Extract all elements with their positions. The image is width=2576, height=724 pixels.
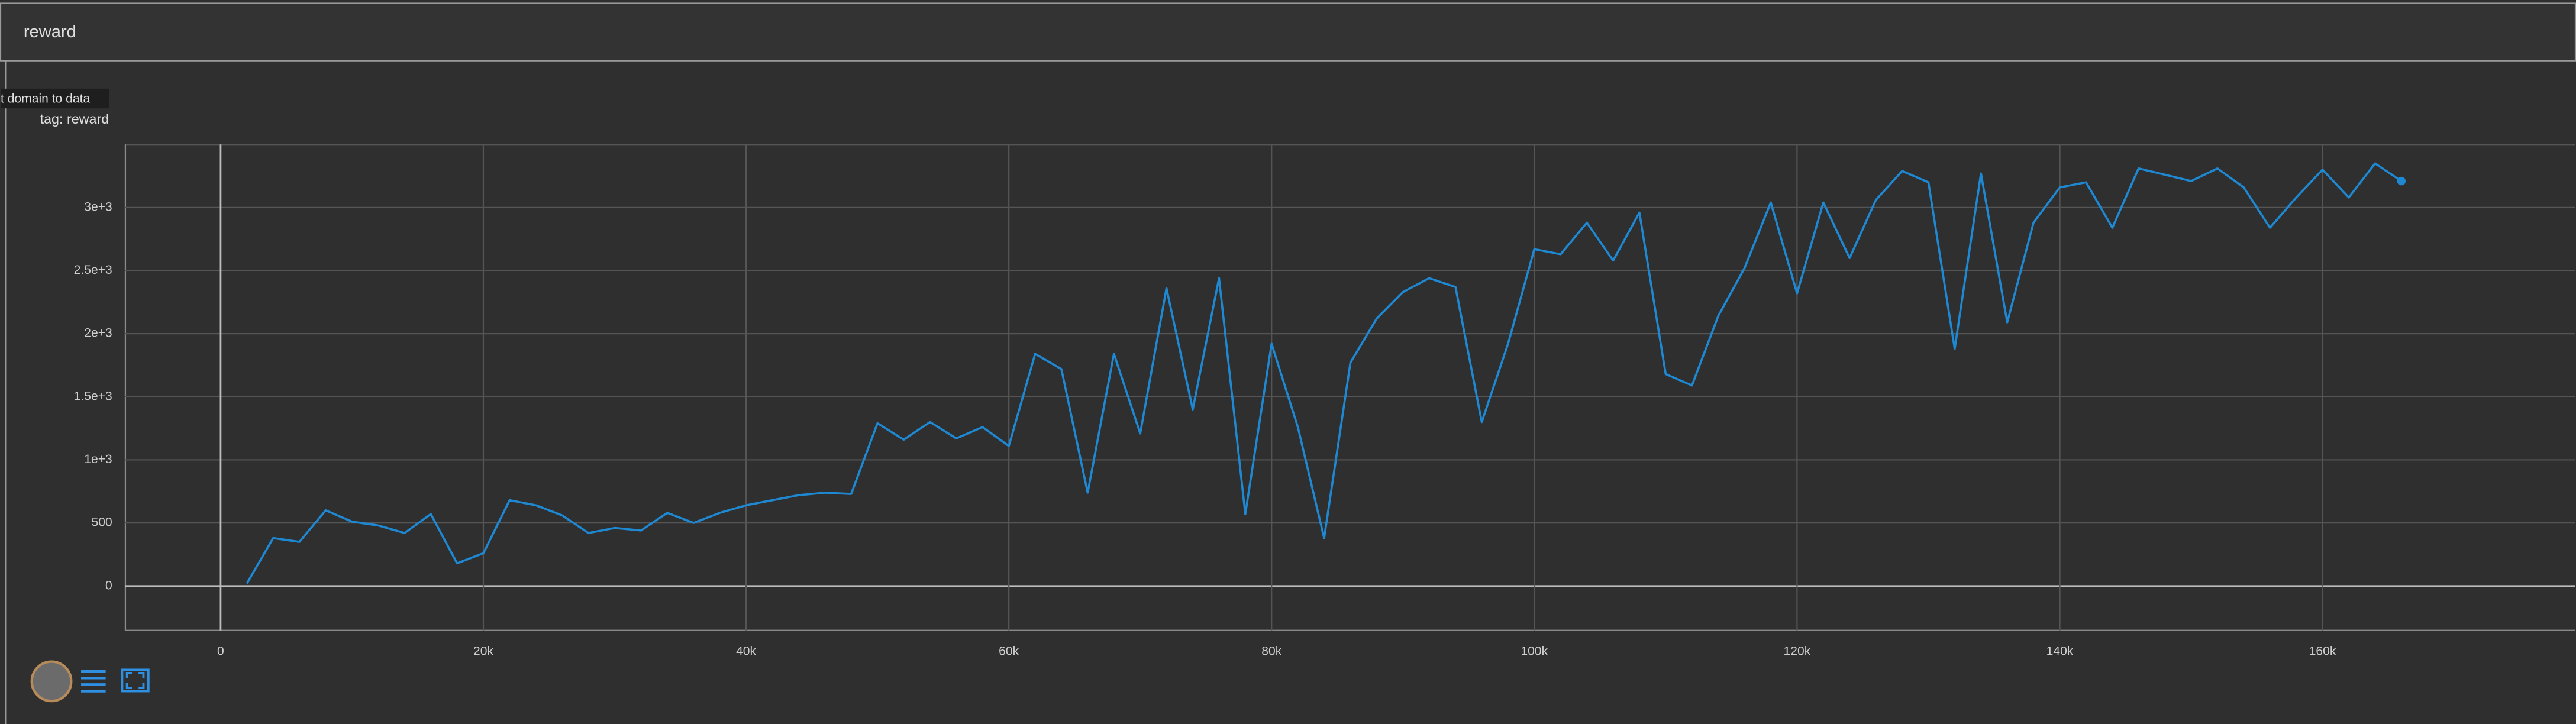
last-point	[2397, 176, 2406, 186]
tooltip-box	[1, 88, 109, 109]
zoom-button[interactable]	[30, 660, 73, 703]
x-tick-label: 20k	[473, 644, 493, 658]
x-tick-label: 160k	[2309, 644, 2336, 658]
header-bar	[0, 2, 2576, 62]
header-title: reward	[24, 22, 76, 41]
y-tick-label: 2e+3	[84, 327, 112, 340]
plot: 0 500 1e+3 1.5e+3 2e+3 2.5e+3 3e+3 0 20k 40k 60k 80…	[74, 144, 2575, 658]
x-tick-label: 0	[217, 644, 224, 658]
y-tick-label: 500	[92, 516, 112, 529]
tag-label: tag: reward	[40, 111, 109, 127]
y-tick-label: 2.5e+3	[74, 263, 112, 277]
y-tick-label: 1e+3	[84, 452, 112, 466]
x-tick-label: 100k	[1521, 644, 1548, 658]
x-tick-label: 80k	[1261, 644, 1281, 658]
x-tick-label: 140k	[2046, 644, 2074, 658]
tooltip: t domain to data	[1, 92, 90, 105]
y-tick-label: 3e+3	[84, 200, 112, 214]
toggle-log-button[interactable]	[81, 670, 106, 693]
fit-domain-button[interactable]	[121, 668, 150, 693]
series-line	[246, 162, 2402, 584]
x-tick-label: 120k	[1784, 644, 1811, 658]
x-tick-label: 40k	[736, 644, 756, 658]
y-tick-label: 1.5e+3	[74, 389, 112, 403]
x-tick-label: 60k	[999, 644, 1019, 658]
y-tick-label: 0	[105, 578, 112, 592]
